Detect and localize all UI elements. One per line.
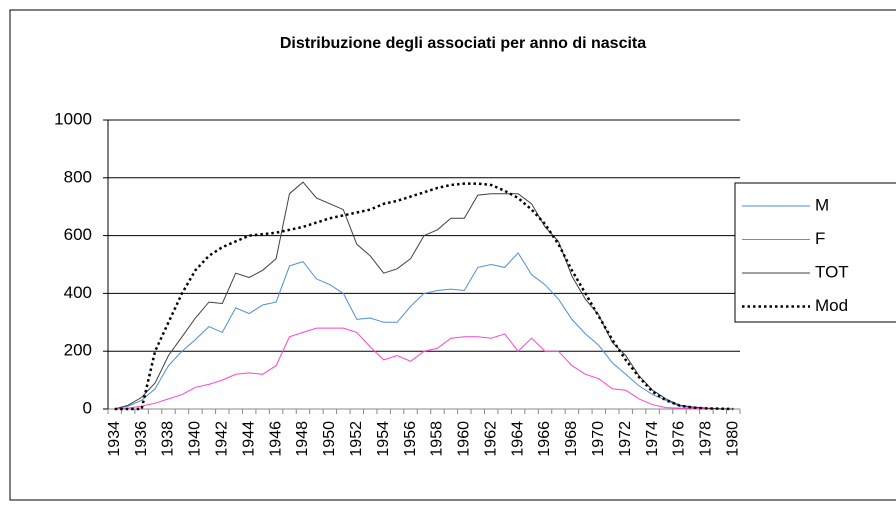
x-tick-label: 1944 bbox=[240, 421, 257, 457]
x-tick-label: 1942 bbox=[214, 421, 231, 457]
x-tick-label: 1934 bbox=[106, 421, 123, 457]
x-tick-label: 1980 bbox=[724, 421, 741, 457]
x-tick-label: 1970 bbox=[590, 421, 607, 457]
y-tick-label: 200 bbox=[64, 341, 92, 360]
x-tick-label: 1974 bbox=[644, 421, 661, 457]
x-tick-label: 1972 bbox=[617, 421, 634, 457]
x-tick-label: 1966 bbox=[536, 421, 553, 457]
x-tick-label: 1938 bbox=[160, 421, 177, 457]
x-tick-label: 1964 bbox=[509, 421, 526, 457]
x-tick-label: 1936 bbox=[133, 421, 150, 457]
x-tick-label: 1954 bbox=[375, 421, 392, 457]
x-tick-label: 1948 bbox=[294, 421, 311, 457]
x-tick-label: 1950 bbox=[321, 421, 338, 457]
series-line bbox=[114, 181, 734, 410]
y-tick-label: 1000 bbox=[54, 109, 92, 128]
legend-label: F bbox=[815, 229, 825, 248]
x-tick-label: 1960 bbox=[456, 421, 473, 457]
chart-title: Distribuzione degli associati per anno d… bbox=[280, 35, 646, 52]
x-tick-label: 1968 bbox=[563, 421, 580, 457]
legend-label: TOT bbox=[815, 262, 849, 281]
y-tick-label: 400 bbox=[64, 283, 92, 302]
x-tick-label: 1940 bbox=[187, 421, 204, 457]
y-tick-label: 600 bbox=[64, 225, 92, 244]
x-tick-label: 1956 bbox=[402, 421, 419, 457]
series-line bbox=[114, 252, 734, 410]
legend-label: M bbox=[815, 195, 829, 214]
y-tick-label: 800 bbox=[64, 167, 92, 186]
legend-label: Mod bbox=[815, 296, 848, 315]
legend: MF TOT Mod bbox=[734, 182, 896, 323]
series-line bbox=[114, 327, 734, 410]
x-tick-label: 1962 bbox=[482, 421, 499, 457]
x-tick-label: 1952 bbox=[348, 421, 365, 457]
x-tick-label: 1978 bbox=[698, 421, 715, 457]
x-tick-label: 1958 bbox=[429, 421, 446, 457]
x-tick-label: 1946 bbox=[267, 421, 284, 457]
x-tick-label: 1976 bbox=[671, 421, 688, 457]
y-tick-label: 0 bbox=[83, 398, 92, 417]
